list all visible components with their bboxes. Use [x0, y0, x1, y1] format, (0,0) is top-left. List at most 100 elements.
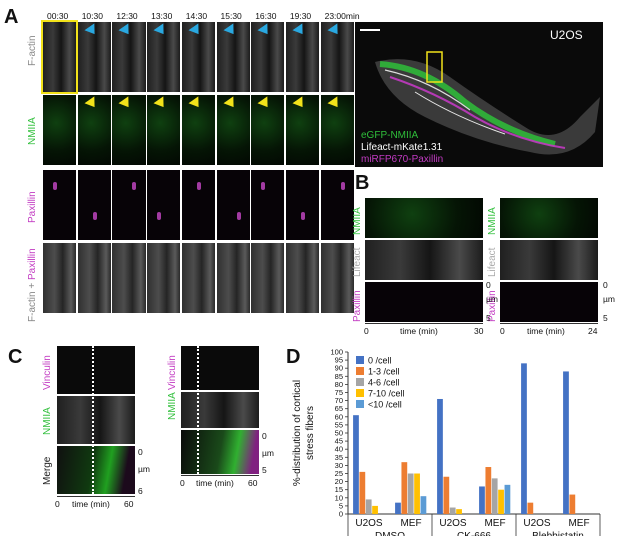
- panel-letter-b: B: [355, 172, 370, 194]
- arrowhead-icon: [118, 23, 134, 38]
- paxillin-spot: [53, 182, 57, 190]
- kymo-b-right-nmiia: [500, 198, 598, 238]
- x-category-label: U2OS: [355, 518, 383, 529]
- bar-710cell-1: [414, 473, 420, 514]
- tile-nmiia: [147, 95, 181, 165]
- y-tick-label: 60: [335, 412, 343, 421]
- b-right-scale-bottom: 5: [603, 313, 608, 323]
- c-right-x-label: time (min): [196, 478, 234, 488]
- arrowhead-icon: [188, 96, 204, 111]
- x-category-label: MEF: [484, 518, 505, 529]
- tile-paxillin: [320, 170, 354, 240]
- tile-paxillin: [181, 170, 215, 240]
- y-tick-label: 45: [335, 437, 343, 446]
- tile-factin: [285, 22, 320, 92]
- bar-13cell-5: [569, 494, 576, 514]
- bar-0cell-2: [437, 398, 443, 514]
- y-tick-label: 55: [335, 420, 343, 429]
- b-right-x-label: time (min): [527, 326, 565, 336]
- b-right-label-nmiia: NMIIA: [487, 207, 498, 235]
- bar-13cell-1: [401, 462, 408, 514]
- b-right-scale-unit: µm: [603, 294, 615, 304]
- b-right-x-start: 0: [500, 326, 505, 336]
- bar-10cell-3: [504, 484, 511, 514]
- b-left-scale-unit: µm: [486, 294, 498, 304]
- tile-merge: [216, 243, 250, 313]
- paxillin-spot: [132, 182, 137, 190]
- timepoint-label: 12:30: [116, 11, 138, 21]
- tile-merge: [285, 243, 320, 313]
- arrowhead-icon: [188, 23, 204, 38]
- c-left-scale-unit: µm: [138, 464, 150, 474]
- tile-paxillin: [43, 170, 77, 240]
- tile-nmiia: [320, 95, 354, 165]
- tile-nmiia: [181, 95, 215, 165]
- arrowhead-icon: [118, 96, 134, 111]
- tile-factin: [147, 22, 181, 92]
- y-tick-label: 95: [335, 356, 343, 365]
- kymo-c-right-nmiia: [181, 392, 259, 428]
- tile-nmiia: [112, 95, 146, 165]
- tile-paxillin: [216, 170, 250, 240]
- legend-entry: 1-3 /cell: [368, 367, 400, 377]
- y-tick-label: 20: [335, 477, 343, 486]
- tile-merge: [112, 243, 146, 313]
- x-category-label: MEF: [400, 518, 421, 529]
- tile-factin: [181, 22, 215, 92]
- timepoint-label: 15:30: [220, 11, 242, 21]
- arrowhead-icon: [84, 96, 100, 111]
- kymo-c-left-vinculin: [57, 346, 135, 394]
- bar-13cell-2: [443, 476, 450, 514]
- legend-entry: <10 /cell: [368, 400, 402, 410]
- tile-factin: [251, 22, 285, 92]
- bar-46cell-3: [491, 478, 498, 514]
- y-tick-label: 80: [335, 380, 343, 389]
- legend-swatch: [356, 378, 364, 386]
- b-left-scale-top: 0: [486, 280, 491, 290]
- bar-13cell-0: [359, 471, 366, 514]
- legend-nmiia: eGFP-NMIIA: [361, 130, 419, 141]
- tile-paxillin: [147, 170, 181, 240]
- u2os-overview-image: U2OS eGFP-NMIIA Lifeact-mKate1.31 miRFP6…: [355, 22, 603, 167]
- arrowhead-icon: [257, 23, 273, 38]
- paxillin-spot: [300, 212, 305, 220]
- panel-letter-c: C: [8, 346, 23, 368]
- legend-lifeact: Lifeact-mKate1.31: [361, 142, 443, 153]
- panel-letter-a: A: [4, 6, 19, 28]
- tile-merge: [147, 243, 181, 313]
- row-label-paxillin: Paxillin: [27, 191, 38, 223]
- timepoint-label: 00:30: [47, 11, 69, 21]
- c-right-label-nmiia: NMIIA: [167, 392, 178, 420]
- y-tick-label: 35: [335, 453, 343, 462]
- group-label: Blebbistatin: [532, 531, 584, 536]
- b-right-label-lifeact: Lifeact: [487, 247, 498, 277]
- row-label-factin: F-actin: [27, 35, 38, 66]
- timepoint-label: 10:30: [81, 11, 103, 21]
- paxillin-spot: [92, 212, 97, 220]
- bar-0cell-3: [479, 486, 485, 514]
- tile-merge: [320, 243, 354, 313]
- arrowhead-icon: [292, 23, 308, 38]
- row-label-merge-a: F-actin +: [27, 280, 38, 322]
- arrowhead-icon: [223, 23, 238, 38]
- bar-46cell-0: [365, 499, 372, 514]
- bar-0cell-5: [563, 371, 569, 514]
- c-left-scale-bottom: 6: [138, 486, 143, 496]
- paxillin-spot: [261, 182, 266, 190]
- arrowhead-icon: [327, 96, 343, 111]
- c-left-dotted-line: [92, 346, 94, 494]
- c-left-label-merge: Merge: [42, 456, 53, 485]
- c-right-x-start: 0: [180, 478, 185, 488]
- tile-paxillin: [112, 170, 146, 240]
- bar-46cell-1: [407, 473, 414, 514]
- paxillin-spot: [196, 182, 201, 190]
- paxillin-spot: [340, 182, 345, 190]
- tile-paxillin: [285, 170, 320, 240]
- bar-0cell-0: [353, 415, 359, 514]
- y-tick-label: 75: [335, 388, 343, 397]
- tile-merge: [181, 243, 215, 313]
- cell-line-label: U2OS: [550, 28, 583, 42]
- y-tick-label: 40: [335, 445, 343, 454]
- y-axis-title-line2: stress fibers: [305, 406, 316, 460]
- arrowhead-icon: [153, 23, 169, 38]
